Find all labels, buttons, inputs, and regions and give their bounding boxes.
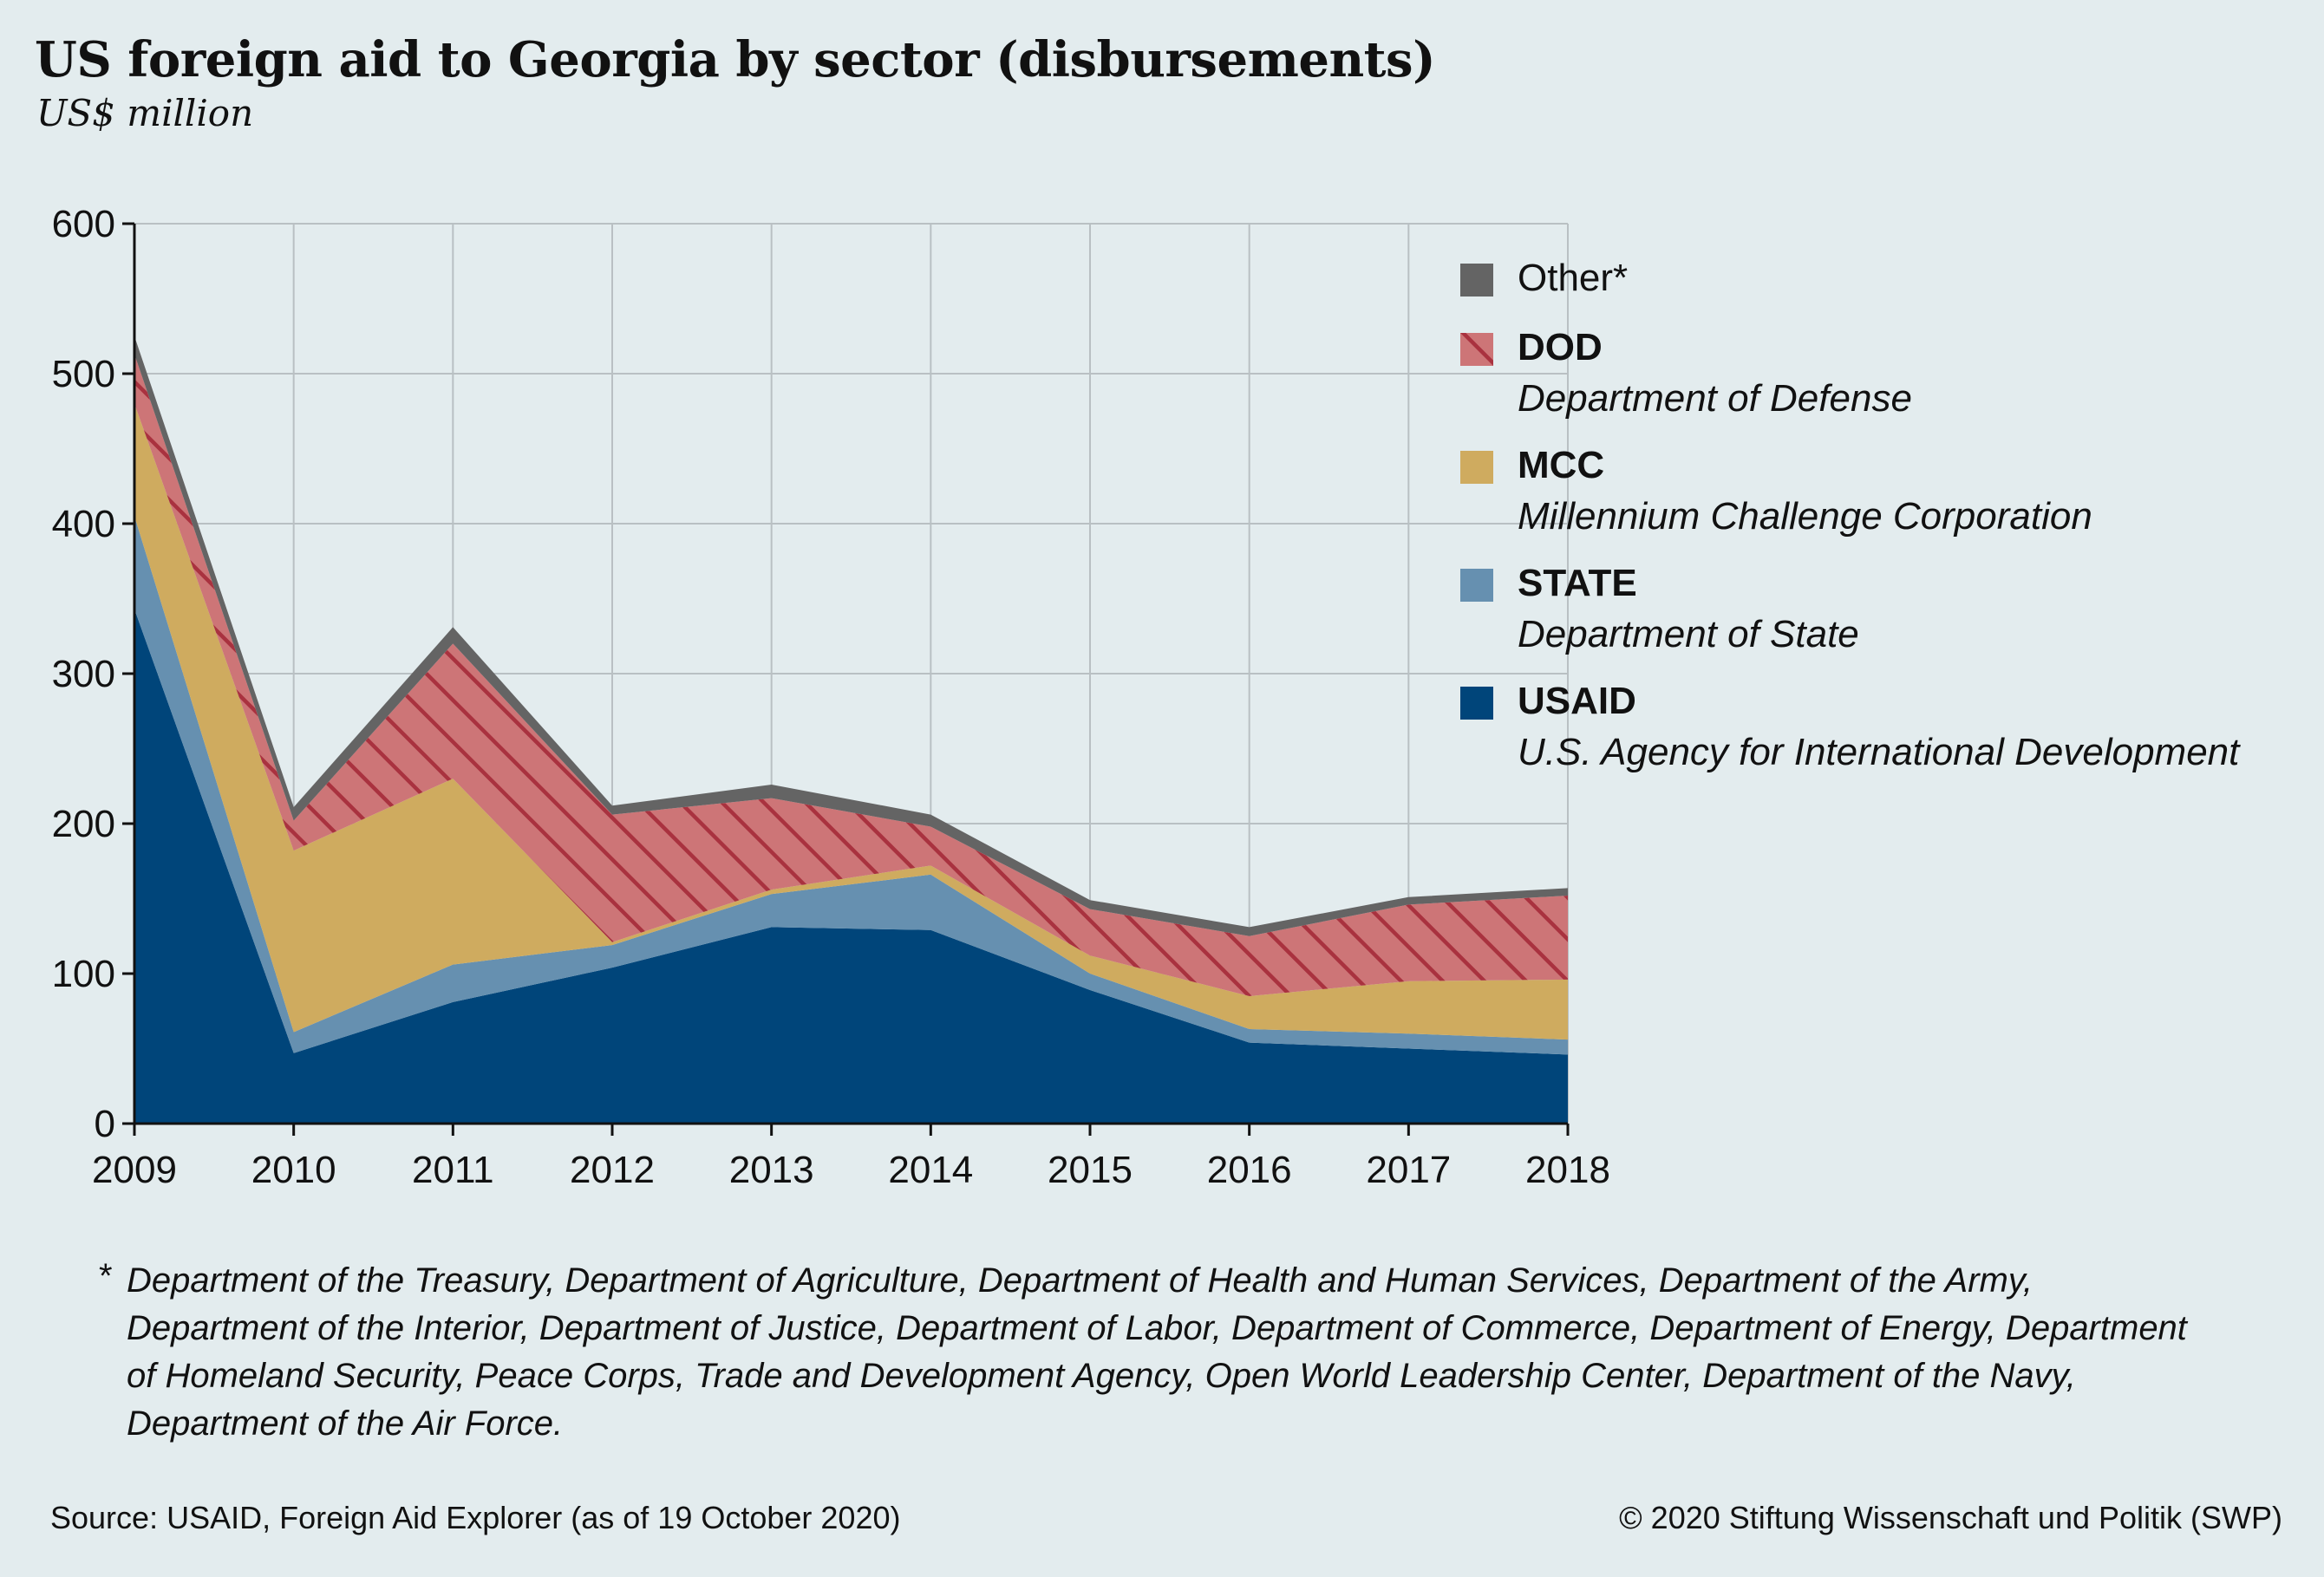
legend: Other* DOD Department of Defense MCC Mil… xyxy=(1457,251,2239,792)
copyright-note: © 2020 Stiftung Wissenschaft und Politik… xyxy=(1619,1500,2282,1535)
chart-title: US foreign aid to Georgia by sector (dis… xyxy=(35,31,1436,88)
area-usaid xyxy=(134,609,1568,1124)
area-state xyxy=(134,516,1568,1055)
chart-subtitle: US$ million xyxy=(36,92,254,134)
y-tick-label: 200 xyxy=(52,803,115,845)
x-tick-label: 2013 xyxy=(729,1149,814,1191)
axes: 0 100 200 300 400 500 600 2009 2010 2011 2012 2013 2… xyxy=(52,203,1610,1191)
y-tick-label: 0 xyxy=(95,1103,115,1145)
legend-desc-usaid: U.S. Agency for International Developmen… xyxy=(1518,731,2240,773)
stacked-areas xyxy=(134,336,1568,1124)
area-mcc xyxy=(134,403,1568,1040)
legend-desc-dod: Department of Defense xyxy=(1518,377,1912,420)
y-tick-label: 300 xyxy=(52,653,115,695)
legend-item-dod: DOD Department of Defense xyxy=(1457,321,2239,423)
x-tick-label: 2010 xyxy=(251,1149,336,1191)
y-tick-label: 600 xyxy=(52,203,115,245)
legend-item-other: Other* xyxy=(1457,251,2239,305)
legend-label-usaid: USAID xyxy=(1518,680,1636,722)
footnote-mark: * xyxy=(99,1257,113,1295)
legend-label-state: STATE xyxy=(1518,562,1637,604)
x-tick-label: 2015 xyxy=(1048,1149,1133,1191)
legend-swatch-state xyxy=(1460,569,1493,602)
y-tick-label: 100 xyxy=(52,953,115,995)
legend-item-usaid: USAID U.S. Agency for International Deve… xyxy=(1457,674,2239,777)
y-tick-label: 400 xyxy=(52,503,115,545)
legend-swatch-mcc xyxy=(1460,451,1493,484)
legend-desc-state: Department of State xyxy=(1518,613,1859,655)
legend-label-dod: DOD xyxy=(1518,326,1603,368)
x-tick-label: 2014 xyxy=(888,1149,973,1191)
source-note: Source: USAID, Foreign Aid Explorer (as … xyxy=(50,1500,901,1535)
x-tick-label: 2017 xyxy=(1366,1149,1451,1191)
legend-label-mcc: MCC xyxy=(1518,444,1605,486)
legend-swatch-usaid xyxy=(1460,687,1493,720)
x-tick-label: 2011 xyxy=(412,1149,494,1191)
legend-label-other: Other* xyxy=(1518,257,1629,299)
legend-swatch-dod xyxy=(1460,333,1493,366)
legend-swatch-other xyxy=(1460,264,1493,297)
x-tick-label: 2018 xyxy=(1525,1149,1610,1191)
legend-item-mcc: MCC Millennium Challenge Corporation xyxy=(1457,439,2239,541)
area-dod xyxy=(134,354,1568,996)
x-tick-label: 2016 xyxy=(1207,1149,1292,1191)
chart-canvas: 0 100 200 300 400 500 600 2009 2010 2011 2012 2013 2… xyxy=(52,203,1610,1191)
x-tick-label: 2012 xyxy=(570,1149,655,1191)
footnote: Department of the Treasury, Department o… xyxy=(127,1261,2187,1443)
legend-item-state: STATE Department of State xyxy=(1457,557,2239,659)
x-tick-label: 2009 xyxy=(92,1149,177,1191)
y-tick-label: 500 xyxy=(52,353,115,395)
legend-desc-mcc: Millennium Challenge Corporation xyxy=(1518,495,2092,538)
